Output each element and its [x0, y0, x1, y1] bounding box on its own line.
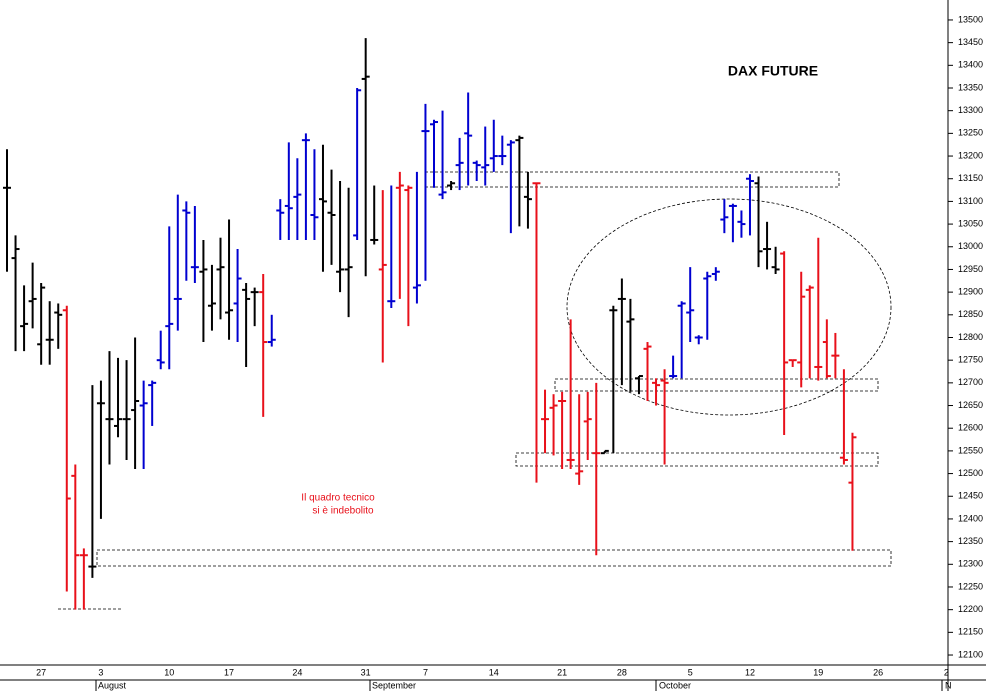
y-tick-label: 12550 — [958, 445, 983, 455]
pattern-ellipse — [566, 198, 892, 416]
annotation-shapes — [58, 171, 892, 610]
x-tick-label: 21 — [557, 667, 567, 677]
y-tick-label: 12250 — [958, 581, 983, 591]
y-tick-label: 13250 — [958, 128, 983, 138]
month-label: August — [98, 680, 127, 690]
y-tick-label: 13500 — [958, 14, 983, 24]
y-tick-label: 13050 — [958, 218, 983, 228]
month-label: October — [659, 680, 691, 690]
x-tick-label: 17 — [224, 667, 234, 677]
support-box — [96, 549, 892, 567]
y-tick-label: 12650 — [958, 400, 983, 410]
x-tick-label: 28 — [617, 667, 627, 677]
y-tick-label: 13450 — [958, 37, 983, 47]
x-tick-label: 26 — [873, 667, 883, 677]
y-tick-label: 12900 — [958, 287, 983, 297]
y-tick-label: 12850 — [958, 309, 983, 319]
y-tick-label: 13200 — [958, 150, 983, 160]
y-tick-label: 12150 — [958, 627, 983, 637]
y-tick-label: 12700 — [958, 377, 983, 387]
y-tick-label: 12500 — [958, 468, 983, 478]
x-tick-label: 24 — [292, 667, 302, 677]
annotation: Il quadro tecnico — [301, 493, 375, 504]
y-tick-label: 12600 — [958, 423, 983, 433]
y-tick-label: 13350 — [958, 82, 983, 92]
x-tick-label: 3 — [98, 667, 103, 677]
x-tick-label: 5 — [688, 667, 693, 677]
y-tick-label: 12100 — [958, 649, 983, 659]
resistance-box — [424, 171, 840, 188]
x-tick-label: 7 — [423, 667, 428, 677]
y-tick-label: 12400 — [958, 513, 983, 523]
x-tick-label: 19 — [813, 667, 823, 677]
y-tick-label: 12450 — [958, 491, 983, 501]
y-tick-label: 13150 — [958, 173, 983, 183]
month-label: September — [372, 680, 416, 690]
y-tick-label: 12950 — [958, 264, 983, 274]
annotation: si è indebolito — [312, 506, 374, 517]
y-tick-label: 12800 — [958, 332, 983, 342]
y-tick-label: 13100 — [958, 196, 983, 206]
y-tick-label: 13300 — [958, 105, 983, 115]
support-box — [554, 378, 879, 392]
y-tick-label: 12300 — [958, 559, 983, 569]
y-tick-label: 12350 — [958, 536, 983, 546]
x-tick-label: 10 — [164, 667, 174, 677]
x-tick-label: 31 — [361, 667, 371, 677]
y-tick-label: 13000 — [958, 241, 983, 251]
y-tick-label: 12200 — [958, 604, 983, 614]
y-tick-label: 12750 — [958, 355, 983, 365]
x-tick-label: 12 — [745, 667, 755, 677]
x-tick-label: 27 — [36, 667, 46, 677]
support-box — [515, 452, 879, 467]
chart-title: DAX FUTURE — [728, 63, 818, 79]
x-tick-label: 2 — [944, 667, 949, 677]
month-label: N — [945, 680, 952, 690]
x-tick-label: 14 — [489, 667, 499, 677]
y-tick-label: 13400 — [958, 60, 983, 70]
